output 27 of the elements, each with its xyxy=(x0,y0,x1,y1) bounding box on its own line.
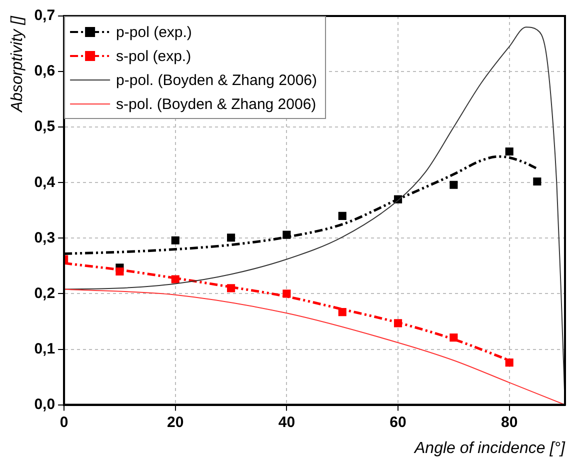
x-tick-label: 60 xyxy=(390,414,406,431)
y-tick-label: 0,0 xyxy=(34,396,56,413)
x-tick-label: 0 xyxy=(60,414,68,431)
y-axis-title: Absorptivity [] xyxy=(9,15,26,114)
y-tick-label: 0,5 xyxy=(34,118,56,136)
y-tick-label: 0,4 xyxy=(34,174,56,191)
legend-label: p-pol. (Boyden & Zhang 2006) xyxy=(116,72,318,90)
point xyxy=(227,234,236,242)
x-axis-title: Angle of incidence [°] xyxy=(414,440,566,457)
y-tick-label: 0,3 xyxy=(34,229,56,246)
legend-label: s-pol (exp.) xyxy=(116,48,192,66)
point xyxy=(171,236,180,244)
y-tick-label: 0,2 xyxy=(34,284,56,302)
x-tick-label: 20 xyxy=(167,414,184,431)
y-tick-label: 0,1 xyxy=(34,340,56,358)
point xyxy=(505,147,514,156)
x-tick-label: 80 xyxy=(500,414,518,431)
legend-label: p-pol (exp.) xyxy=(116,24,192,42)
point xyxy=(450,180,458,189)
y-tick-label: 0,6 xyxy=(34,62,56,80)
point xyxy=(282,290,291,298)
point xyxy=(505,358,514,367)
point xyxy=(338,212,346,220)
y-tick-label: 0,7 xyxy=(34,7,56,24)
x-tick-label: 40 xyxy=(278,414,296,431)
legend-label: s-pol. (Boyden & Zhang 2006) xyxy=(116,96,316,114)
point xyxy=(533,177,542,186)
